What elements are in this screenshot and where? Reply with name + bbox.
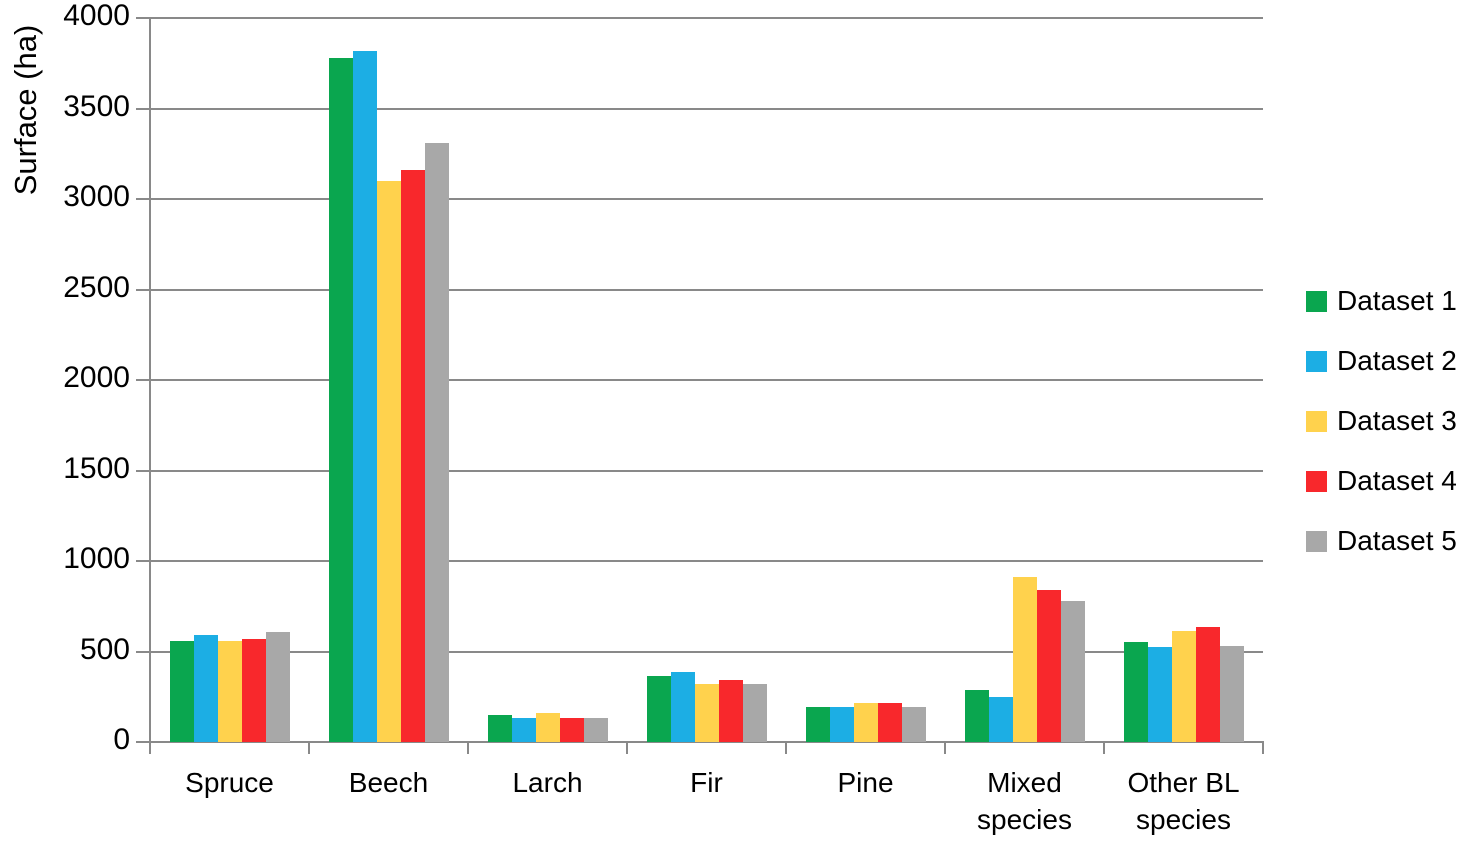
legend-label: Dataset 3 [1337, 405, 1457, 436]
bar-dataset-2-mixed-species [988, 696, 1013, 742]
legend: Dataset 1 Dataset 2 Dataset 3 Dataset 4 Data… [1306, 284, 1457, 584]
x-tick-label: Spruce [185, 767, 274, 798]
bar-dataset-3-pine [853, 703, 878, 742]
bar-dataset-2-other-bl-species [1147, 646, 1172, 742]
y-tick-label: 1500 [63, 451, 130, 485]
x-axis-tick [149, 741, 151, 754]
y-axis-tick [136, 17, 150, 19]
bar-dataset-1-spruce [169, 640, 194, 742]
legend-label: Dataset 5 [1337, 525, 1457, 556]
bar-dataset-4-mixed-species [1036, 589, 1061, 742]
gridline-2000 [150, 379, 1263, 381]
bar-dataset-5-larch [583, 718, 608, 742]
gridline-500 [150, 650, 1263, 653]
legend-item-dataset-5: Dataset 5 [1306, 524, 1457, 558]
legend-label: Dataset 4 [1337, 465, 1457, 496]
gridline-0 [150, 741, 1263, 743]
y-axis-line [149, 18, 151, 754]
bar-dataset-5-pine [901, 706, 926, 742]
y-axis-tick [136, 469, 150, 472]
legend-item-dataset-4: Dataset 4 [1306, 464, 1457, 498]
bar-dataset-2-larch [511, 718, 536, 742]
legend-item-dataset-1: Dataset 1 [1306, 284, 1457, 318]
y-tick-label: 3500 [63, 89, 130, 123]
legend-item-dataset-3: Dataset 3 [1306, 404, 1457, 438]
bar-dataset-4-fir [718, 680, 743, 742]
bar-dataset-1-pine [805, 706, 830, 742]
x-tick-label: Other BL species [1127, 767, 1240, 835]
y-axis-tick [136, 650, 150, 653]
legend-label: Dataset 1 [1337, 285, 1457, 316]
legend-swatch-icon [1306, 350, 1327, 372]
x-tick-label: Beech [348, 767, 429, 798]
bar-dataset-2-pine [829, 706, 854, 742]
bar-dataset-3-other-bl-species [1171, 630, 1196, 742]
legend-swatch-icon [1306, 410, 1327, 432]
x-axis-tick [626, 741, 628, 754]
gridline-3500 [150, 107, 1263, 110]
bar-dataset-4-spruce [241, 638, 266, 742]
y-axis-title: Surface (ha) [8, 24, 43, 196]
x-tick-label: Mixed species [977, 767, 1072, 835]
x-axis-tick [1103, 741, 1105, 754]
legend-item-dataset-2: Dataset 2 [1306, 344, 1457, 378]
bar-dataset-1-fir [646, 675, 671, 742]
bar-dataset-3-beech [376, 180, 401, 742]
x-axis-tick [308, 741, 310, 754]
x-axis-tick [944, 741, 946, 754]
bar-dataset-3-spruce [217, 640, 242, 742]
bar-dataset-5-mixed-species [1060, 600, 1085, 742]
y-axis-tick [136, 288, 150, 291]
y-tick-label: 500 [79, 632, 130, 666]
gridline-3000 [150, 198, 1263, 200]
gridline-1500 [150, 469, 1263, 472]
bar-dataset-4-beech [400, 170, 425, 742]
x-axis-tick [467, 741, 469, 754]
bar-dataset-1-larch [487, 714, 512, 742]
x-tick-label: Pine [837, 767, 894, 798]
bar-dataset-3-mixed-species [1012, 577, 1037, 742]
x-axis-tick [1262, 741, 1264, 754]
y-tick-label: 2000 [63, 361, 130, 394]
y-tick-label: 0 [113, 723, 130, 756]
bar-dataset-2-fir [670, 672, 695, 742]
bar-dataset-1-other-bl-species [1123, 642, 1148, 742]
y-tick-label: 3000 [63, 180, 130, 213]
bar-dataset-4-larch [559, 718, 584, 742]
x-tick-label: Larch [512, 767, 583, 798]
gridline-1000 [150, 560, 1263, 562]
bar-dataset-2-beech [352, 50, 377, 742]
bar-dataset-5-spruce [265, 631, 290, 742]
bar-dataset-2-spruce [193, 635, 218, 742]
bar-dataset-5-other-bl-species [1219, 646, 1244, 742]
legend-swatch-icon [1306, 290, 1327, 312]
y-axis-tick [136, 741, 150, 743]
x-axis-tick [785, 741, 787, 754]
bar-dataset-5-beech [424, 142, 449, 742]
y-axis-tick [136, 560, 150, 562]
bar-dataset-3-fir [694, 684, 719, 742]
y-tick-label: 2500 [63, 270, 130, 304]
y-axis-tick [136, 379, 150, 381]
legend-swatch-icon [1306, 470, 1327, 492]
legend-swatch-icon [1306, 530, 1327, 552]
bar-dataset-3-larch [535, 713, 560, 742]
x-tick-label: Fir [690, 767, 723, 798]
bar-dataset-1-beech [328, 57, 353, 742]
gridline-4000 [150, 17, 1263, 19]
bar-dataset-4-pine [877, 703, 902, 742]
bar-dataset-5-fir [742, 684, 767, 742]
bar-dataset-1-mixed-species [964, 690, 989, 742]
y-tick-label: 4000 [63, 0, 130, 32]
gridline-2500 [150, 288, 1263, 291]
y-axis-tick [136, 198, 150, 200]
legend-label: Dataset 2 [1337, 345, 1457, 376]
bar-dataset-4-other-bl-species [1195, 627, 1220, 742]
y-tick-label: 1000 [63, 542, 130, 575]
y-axis-tick [136, 107, 150, 110]
